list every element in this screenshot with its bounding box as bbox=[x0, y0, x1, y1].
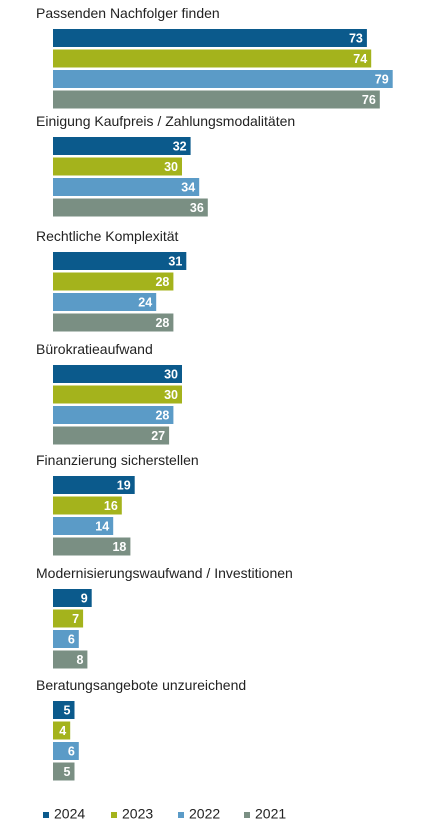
data-label: 30 bbox=[164, 368, 178, 382]
bar-2021 bbox=[53, 426, 170, 445]
legend-label: 2023 bbox=[122, 806, 153, 822]
category-label: Rechtliche Komplexität bbox=[36, 228, 179, 244]
bar-2023 bbox=[53, 49, 372, 68]
data-label: 30 bbox=[164, 160, 178, 174]
bar-2021 bbox=[53, 650, 88, 669]
data-label: 30 bbox=[164, 388, 178, 402]
data-label: 34 bbox=[181, 181, 195, 195]
category-group: Modernisierungswaufwand / Investitionen 9… bbox=[36, 565, 293, 669]
data-label: 31 bbox=[168, 255, 182, 269]
legend-label: 2022 bbox=[189, 806, 220, 822]
legend-item-2024: 2024 bbox=[43, 806, 85, 822]
bar-2023 bbox=[53, 609, 84, 628]
data-label: 4 bbox=[59, 724, 66, 738]
bar-2024 bbox=[53, 476, 135, 494]
bar-2021 bbox=[53, 198, 208, 217]
bar-2021 bbox=[53, 313, 174, 332]
bar-2024 bbox=[53, 365, 182, 383]
data-label: 6 bbox=[68, 633, 75, 647]
legend-item-2023: 2023 bbox=[111, 806, 153, 822]
bar-2022 bbox=[53, 406, 174, 424]
bar-2022 bbox=[53, 630, 79, 648]
legend-swatch bbox=[111, 812, 117, 818]
legend-swatch bbox=[244, 812, 250, 818]
category-label: Modernisierungswaufwand / Investitionen bbox=[36, 565, 293, 581]
category-label: Finanzierung sicherstellen bbox=[36, 452, 199, 468]
data-label: 6 bbox=[68, 745, 75, 759]
data-label: 24 bbox=[138, 296, 152, 310]
data-label: 32 bbox=[173, 140, 187, 154]
data-label: 8 bbox=[76, 653, 83, 667]
bar-2021 bbox=[53, 537, 131, 556]
category-label: Beratungsangebote unzureichend bbox=[36, 677, 246, 693]
bar-2024 bbox=[53, 29, 367, 47]
chart-groups: Passenden Nachfolger finden73747976Einig… bbox=[36, 5, 393, 781]
data-label: 18 bbox=[112, 540, 126, 554]
data-label: 9 bbox=[81, 592, 88, 606]
bar-2023 bbox=[53, 385, 182, 404]
bar-2022 bbox=[53, 70, 393, 88]
data-label: 28 bbox=[155, 409, 169, 423]
bar-2023 bbox=[53, 272, 174, 291]
legend: 2024 2023 2022 2021 bbox=[43, 806, 286, 822]
bar-2022 bbox=[53, 742, 79, 760]
data-label: 14 bbox=[95, 520, 109, 534]
category-group: Beratungsangebote unzureichend 5 46 5 bbox=[36, 677, 246, 781]
category-group: Passenden Nachfolger finden 73 74 79 76 bbox=[36, 5, 393, 109]
legend-swatch bbox=[43, 812, 49, 818]
data-label: 74 bbox=[353, 52, 367, 66]
bar-2023 bbox=[53, 496, 122, 515]
bar-2024 bbox=[53, 589, 92, 607]
data-label: 28 bbox=[155, 275, 169, 289]
data-label: 7 bbox=[72, 612, 79, 626]
data-label: 5 bbox=[64, 765, 71, 779]
data-label: 19 bbox=[117, 479, 131, 493]
bar-2022 bbox=[53, 293, 157, 311]
legend-item-2021: 2021 bbox=[244, 806, 286, 822]
data-label: 5 bbox=[64, 704, 71, 718]
legend-item-2022: 2022 bbox=[178, 806, 220, 822]
legend-swatch bbox=[178, 812, 184, 818]
data-label: 73 bbox=[349, 32, 363, 46]
data-label: 27 bbox=[151, 429, 165, 443]
bar-2023 bbox=[53, 721, 71, 740]
bar-2022 bbox=[53, 517, 114, 535]
data-label: 76 bbox=[362, 93, 376, 107]
data-label: 79 bbox=[375, 73, 389, 87]
bar-2022 bbox=[53, 178, 200, 196]
category-label: Einigung Kaufpreis / Zahlungsmodalitäten bbox=[36, 113, 295, 129]
legend-label: 2021 bbox=[255, 806, 286, 822]
bar-2021 bbox=[53, 90, 380, 109]
bar-2024 bbox=[53, 137, 191, 155]
category-group: Bürokratieaufwand 30 30 28 27 bbox=[36, 341, 182, 445]
bar-2024 bbox=[53, 701, 75, 719]
category-label: Bürokratieaufwand bbox=[36, 341, 153, 357]
category-group: Einigung Kaufpreis / Zahlungsmodalitäten… bbox=[36, 113, 295, 217]
bar-2023 bbox=[53, 157, 182, 176]
data-label: 16 bbox=[104, 499, 118, 513]
data-label: 36 bbox=[190, 201, 204, 215]
category-label: Passenden Nachfolger finden bbox=[36, 5, 220, 21]
bar-2021 bbox=[53, 762, 75, 781]
legend-label: 2024 bbox=[54, 806, 85, 822]
data-label: 28 bbox=[155, 316, 169, 330]
bar-2024 bbox=[53, 252, 187, 270]
